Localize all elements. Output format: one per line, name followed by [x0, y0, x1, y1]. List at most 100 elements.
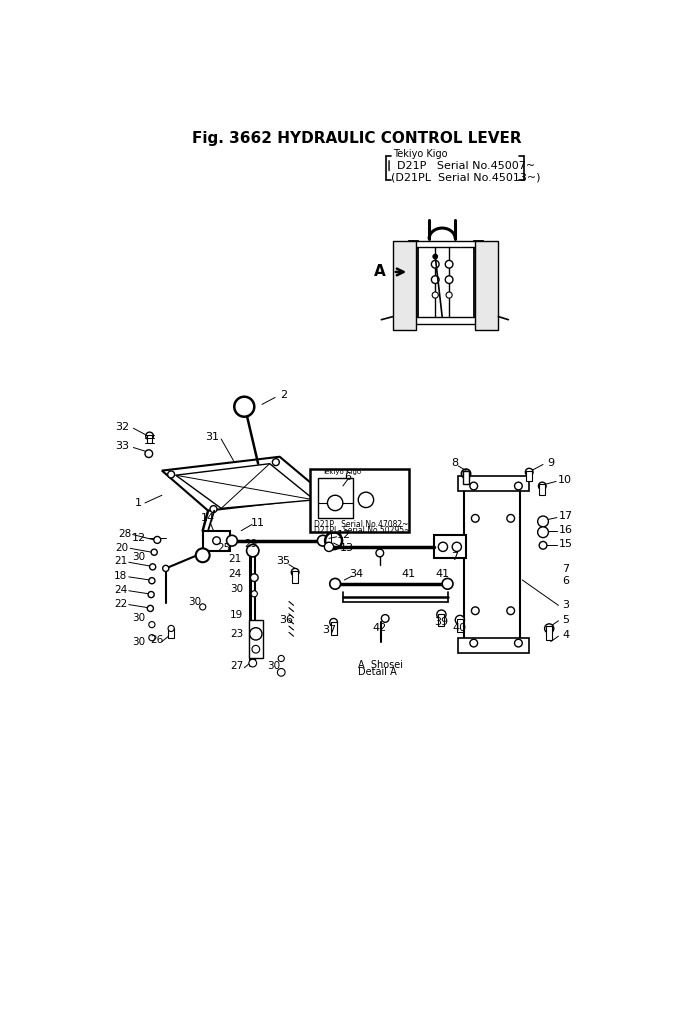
- Text: Tekiyo Kigo: Tekiyo Kigo: [322, 469, 361, 475]
- Text: 24: 24: [228, 568, 242, 579]
- Circle shape: [145, 432, 153, 439]
- Text: 3: 3: [562, 600, 569, 610]
- Polygon shape: [409, 242, 418, 325]
- Circle shape: [514, 482, 522, 490]
- Text: 35: 35: [276, 555, 290, 565]
- Text: 6: 6: [562, 577, 569, 587]
- Text: 32: 32: [116, 422, 129, 432]
- Polygon shape: [409, 317, 483, 325]
- Circle shape: [327, 495, 343, 511]
- Text: 5: 5: [562, 615, 569, 625]
- Circle shape: [461, 469, 470, 478]
- Text: D21P   Serial No.45007~: D21P Serial No.45007~: [397, 160, 535, 171]
- Text: 39: 39: [434, 617, 448, 627]
- Circle shape: [318, 494, 325, 501]
- Bar: [310, 469, 409, 532]
- Text: 29: 29: [244, 539, 257, 549]
- Text: D21P   Serial No.47082~: D21P Serial No.47082~: [315, 520, 409, 529]
- Text: 36: 36: [279, 615, 293, 625]
- Polygon shape: [409, 242, 483, 248]
- Bar: [249, 620, 263, 659]
- Circle shape: [381, 615, 389, 622]
- Circle shape: [445, 276, 453, 283]
- Circle shape: [252, 646, 260, 653]
- Circle shape: [446, 292, 452, 298]
- Circle shape: [272, 459, 279, 466]
- Text: 28: 28: [118, 529, 131, 539]
- Bar: [539, 484, 546, 495]
- Text: 30: 30: [230, 585, 243, 594]
- Text: 10: 10: [557, 475, 571, 485]
- Text: 18: 18: [114, 571, 127, 582]
- Bar: [331, 621, 337, 635]
- Circle shape: [251, 591, 258, 597]
- Circle shape: [452, 542, 461, 551]
- Circle shape: [455, 615, 464, 624]
- Text: 6: 6: [344, 472, 351, 482]
- Circle shape: [235, 397, 254, 417]
- Circle shape: [168, 471, 175, 478]
- Circle shape: [507, 515, 514, 522]
- Text: Fig. 3662 HYDRAULIC CONTROL LEVER: Fig. 3662 HYDRAULIC CONTROL LEVER: [192, 131, 521, 146]
- Text: 41: 41: [436, 568, 450, 579]
- Circle shape: [154, 537, 161, 543]
- Circle shape: [432, 292, 438, 298]
- Text: 40: 40: [453, 622, 467, 632]
- Bar: [463, 471, 469, 484]
- Text: 4: 4: [562, 630, 570, 640]
- Bar: [434, 535, 466, 558]
- Text: 41: 41: [401, 568, 416, 579]
- Circle shape: [330, 618, 338, 626]
- Polygon shape: [393, 242, 416, 330]
- Circle shape: [539, 541, 547, 549]
- Bar: [203, 531, 230, 551]
- Circle shape: [438, 542, 448, 551]
- Circle shape: [470, 482, 477, 490]
- Polygon shape: [176, 464, 315, 509]
- Text: 15: 15: [559, 539, 573, 549]
- Text: 7: 7: [562, 564, 570, 574]
- Circle shape: [210, 505, 217, 513]
- Text: 9: 9: [547, 458, 554, 468]
- Circle shape: [432, 261, 439, 268]
- Circle shape: [537, 527, 548, 538]
- Bar: [546, 626, 553, 640]
- Circle shape: [278, 656, 285, 662]
- Text: 30: 30: [189, 597, 202, 607]
- Polygon shape: [459, 476, 529, 491]
- Text: 17: 17: [559, 511, 574, 521]
- Circle shape: [470, 639, 477, 647]
- Circle shape: [246, 544, 259, 557]
- Text: 23: 23: [231, 629, 244, 638]
- Text: 16: 16: [559, 525, 573, 535]
- Polygon shape: [459, 637, 529, 653]
- Text: 2: 2: [280, 390, 287, 400]
- Text: A  Shosei: A Shosei: [358, 660, 403, 670]
- Text: 42: 42: [372, 622, 387, 632]
- Circle shape: [213, 537, 221, 544]
- Text: 12: 12: [132, 533, 146, 543]
- Circle shape: [525, 468, 533, 476]
- Text: Tekiyo Kigo: Tekiyo Kigo: [393, 149, 447, 159]
- Circle shape: [250, 627, 262, 640]
- Circle shape: [196, 548, 209, 562]
- Circle shape: [437, 610, 446, 619]
- Polygon shape: [474, 242, 483, 325]
- Circle shape: [432, 276, 439, 283]
- Text: 14: 14: [201, 514, 215, 524]
- Circle shape: [163, 565, 169, 571]
- Circle shape: [200, 604, 206, 610]
- Circle shape: [278, 669, 285, 676]
- Text: 25: 25: [217, 543, 230, 552]
- Text: 30: 30: [132, 613, 145, 623]
- Circle shape: [291, 568, 299, 577]
- Circle shape: [148, 592, 155, 598]
- Circle shape: [442, 579, 453, 589]
- Text: 30: 30: [267, 661, 280, 671]
- Polygon shape: [475, 242, 498, 330]
- Polygon shape: [162, 457, 327, 511]
- Circle shape: [537, 516, 548, 527]
- Text: 27: 27: [231, 661, 244, 671]
- Circle shape: [433, 254, 438, 259]
- Circle shape: [514, 639, 522, 647]
